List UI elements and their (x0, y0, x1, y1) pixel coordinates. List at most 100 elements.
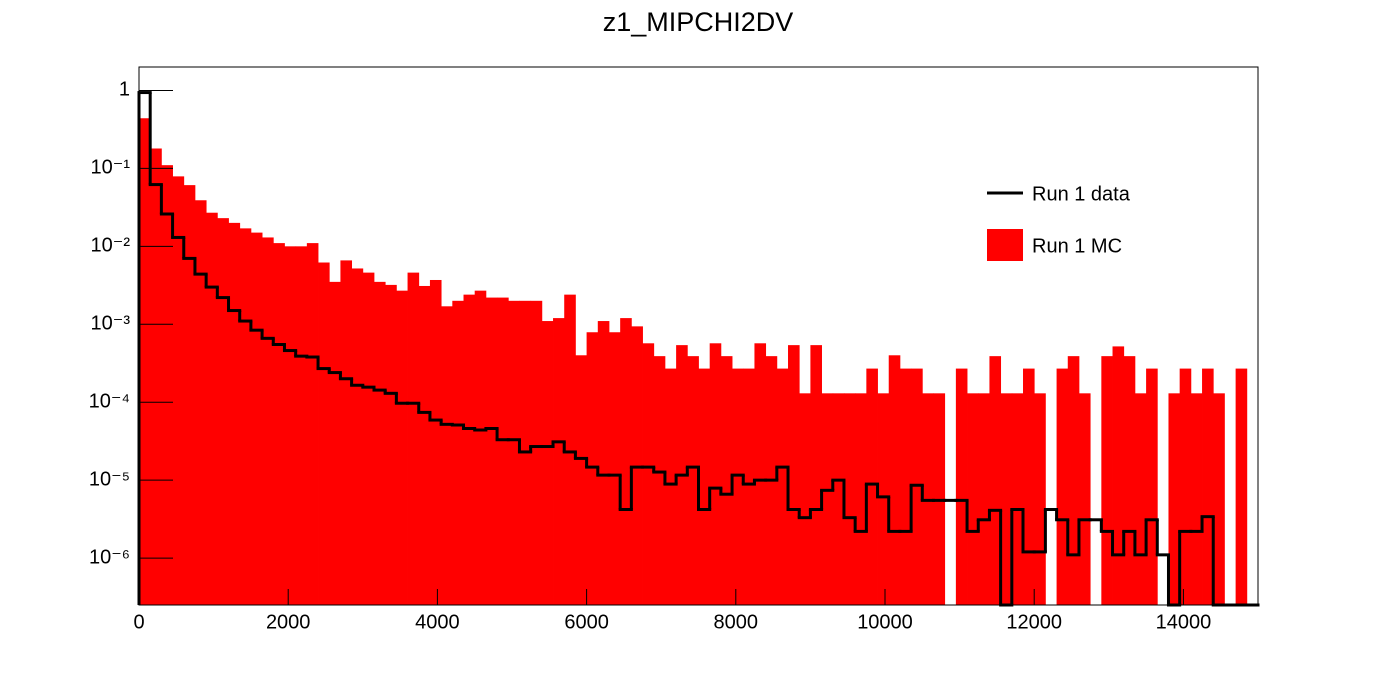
plot-frame (138, 66, 1259, 606)
y-tick-label: 10⁻³ (91, 313, 131, 335)
bar (407, 272, 420, 605)
bar (1056, 368, 1069, 605)
bar (1168, 393, 1181, 605)
y-tick-label: 1 (119, 79, 130, 101)
bar (720, 356, 733, 605)
bar (284, 246, 297, 606)
bar (1213, 393, 1225, 605)
y-tick-label: 10⁻² (91, 235, 131, 257)
bar (418, 285, 431, 605)
bar (754, 343, 767, 605)
bar (1134, 393, 1147, 605)
legend-label: Run 1 MC (1032, 235, 1122, 257)
bar (1078, 393, 1091, 605)
bar (318, 262, 330, 605)
bar (620, 318, 632, 605)
bar (989, 356, 1002, 605)
bar (194, 200, 207, 605)
bar (497, 297, 509, 605)
bar (463, 294, 476, 605)
bar (642, 343, 655, 605)
bar (843, 393, 856, 605)
bar (508, 300, 520, 605)
bar (385, 284, 397, 605)
bar (698, 368, 711, 605)
bar (1190, 393, 1203, 605)
bar (474, 290, 487, 605)
bar (1034, 393, 1046, 605)
bar (553, 318, 565, 605)
bar (1112, 346, 1125, 605)
bar (217, 218, 229, 606)
bar (295, 246, 308, 606)
bar (340, 260, 353, 605)
bar (206, 212, 218, 605)
bar (955, 368, 968, 605)
bar (1123, 356, 1136, 605)
y-tick-label: 10⁻⁴ (89, 390, 130, 412)
y-tick-label: 10⁻⁶ (89, 546, 130, 568)
bar (161, 165, 173, 605)
bar (855, 393, 867, 605)
bar (832, 393, 845, 605)
legend-swatch (987, 229, 1023, 261)
x-tick-label: 12000 (1006, 611, 1062, 633)
bar (351, 268, 364, 605)
bar (1101, 356, 1113, 605)
bar (429, 279, 442, 605)
bar (743, 368, 755, 605)
bar (1067, 356, 1080, 605)
bar (172, 176, 185, 605)
bar (597, 321, 610, 605)
x-tick-label: 8000 (714, 611, 759, 633)
bar (866, 368, 878, 605)
chart-title: z1_MIPCHI2DV (603, 7, 794, 37)
bar (139, 118, 151, 605)
legend-label: Run 1 data (1032, 183, 1131, 205)
bar (586, 332, 599, 605)
bar (1000, 393, 1013, 605)
bar (911, 368, 923, 605)
bar (967, 393, 979, 605)
bar (888, 355, 901, 605)
bar (608, 332, 621, 605)
x-tick-label: 6000 (564, 611, 609, 633)
x-tick-label: 4000 (415, 611, 460, 633)
bar (452, 300, 464, 605)
bar (373, 281, 386, 605)
bar (799, 393, 811, 605)
bar (1235, 368, 1248, 605)
x-tick-label: 2000 (266, 611, 311, 633)
bar (978, 393, 990, 605)
bar (183, 185, 196, 605)
bar (653, 356, 666, 605)
bar (575, 355, 587, 605)
bar (776, 368, 789, 605)
bar (239, 228, 252, 605)
bar (664, 368, 677, 605)
x-tick-label: 14000 (1156, 611, 1212, 633)
bar (150, 148, 162, 606)
bar (1011, 393, 1024, 605)
bar (273, 243, 285, 605)
bar (709, 343, 722, 605)
bar (306, 243, 319, 605)
bar (687, 356, 699, 605)
bar (329, 281, 341, 605)
y-tick-label: 10⁻¹ (91, 157, 131, 179)
bar (530, 300, 543, 605)
bar (1179, 368, 1192, 605)
x-tick-label: 0 (133, 611, 144, 633)
bar (250, 232, 263, 605)
bar (732, 368, 744, 605)
bar (1146, 368, 1158, 605)
bar (396, 290, 408, 605)
bar (362, 272, 375, 605)
bar (821, 393, 834, 605)
bar (441, 306, 453, 605)
bar (810, 345, 822, 605)
bar (485, 297, 498, 605)
bar (1202, 368, 1214, 605)
bar (877, 393, 890, 605)
